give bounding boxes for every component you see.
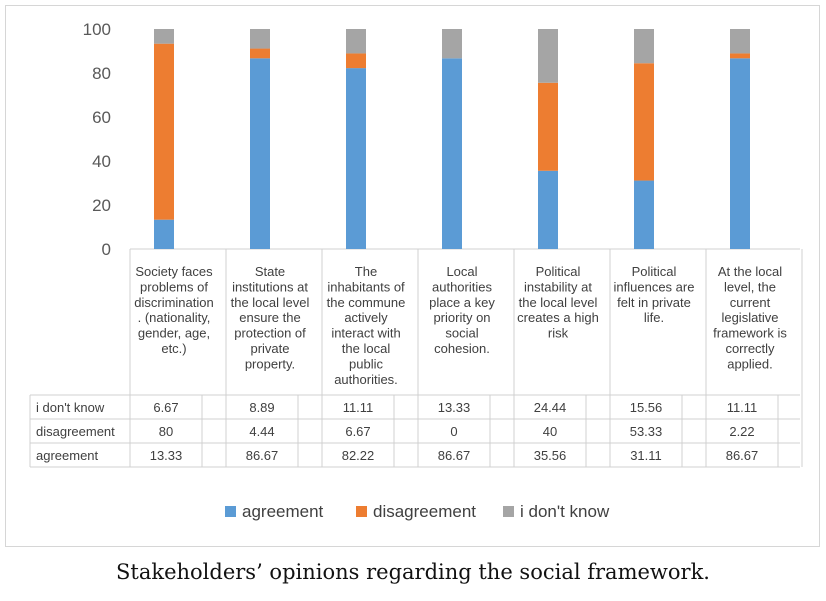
bar-i-don-t-know [346,29,366,54]
table-cell: 31.11 [630,448,662,463]
bar-disagreement [538,82,558,171]
table-cell: 82.22 [342,448,375,463]
bar-agreement [250,58,270,249]
y-tick-label: 0 [102,240,111,259]
chart-frame: 0 20 40 60 80 100 Society faces problems of disc… [5,5,820,547]
table-cell: 35.56 [534,448,567,463]
category-label: Political influences are felt in private li… [614,264,695,325]
legend-label: i don't know [520,502,610,521]
bar-agreement [346,68,366,249]
category-label: Political instability at the local level cr… [517,264,599,341]
table-cell: 86.67 [246,448,279,463]
bar-disagreement [730,53,750,59]
table-cell: 4.44 [249,424,274,439]
table-row-label: i don't know [36,400,105,415]
bar-agreement [442,58,462,249]
bar-i-don-t-know [538,29,558,83]
table-cell: 80 [159,424,173,439]
category-label: Society faces problems of discrimination. … [134,264,213,356]
y-tick-label: 40 [92,152,111,171]
table-cell: 40 [543,424,557,439]
category-label: Local authorities place a key priority on so… [429,264,495,356]
category-label: At the local level, the current legislative… [713,264,787,371]
bar-agreement [634,180,654,249]
bar-i-don-t-know [730,29,750,54]
table-cell: 8.89 [249,400,274,415]
legend-swatch [225,506,236,517]
y-tick-label: 100 [83,20,111,39]
bar-agreement [154,219,174,249]
stacked-bar-chart: 0 20 40 60 80 100 Society faces problems of disc… [29,20,803,521]
table-cell: 13.33 [438,400,471,415]
y-tick-label: 80 [92,64,111,83]
bar-disagreement [154,43,174,220]
legend-swatch [503,506,514,517]
table-cell: 6.67 [345,424,370,439]
table-cell: 15.56 [630,400,663,415]
table-cell: 2.22 [729,424,754,439]
bar-i-don-t-know [634,29,654,64]
legend-label: agreement [242,502,324,521]
category-label: State institutions at the local level ensur… [231,264,310,371]
table-cell: 6.67 [153,400,178,415]
bar-i-don-t-know [154,29,174,44]
category-label: The inhabitants of the commune actively inte… [327,264,406,387]
bar-i-don-t-know [250,29,270,49]
table-row-label: disagreement [36,424,115,439]
bar-agreement [538,170,558,249]
table-row-label: agreement [36,448,99,463]
table-cell: 53.33 [630,424,663,439]
table-cell: 13.33 [150,448,183,463]
legend-label: disagreement [373,502,476,521]
table-cell: 0 [450,424,457,439]
legend-swatch [356,506,367,517]
bar-disagreement [250,48,270,59]
bar-disagreement [634,63,654,181]
table-cell: 86.67 [438,448,471,463]
bar-disagreement [346,53,366,69]
table-cell: 86.67 [726,448,759,463]
y-tick-label: 60 [92,108,111,127]
table-cell: 24.44 [534,400,567,415]
table-cell: 11.11 [727,400,758,415]
bar-agreement [730,58,750,249]
table-cell: 11.11 [343,400,374,415]
figure-caption: Stakeholders’ opinions regarding the soc… [116,560,710,584]
bar-i-don-t-know [442,29,462,59]
y-tick-label: 20 [92,196,111,215]
